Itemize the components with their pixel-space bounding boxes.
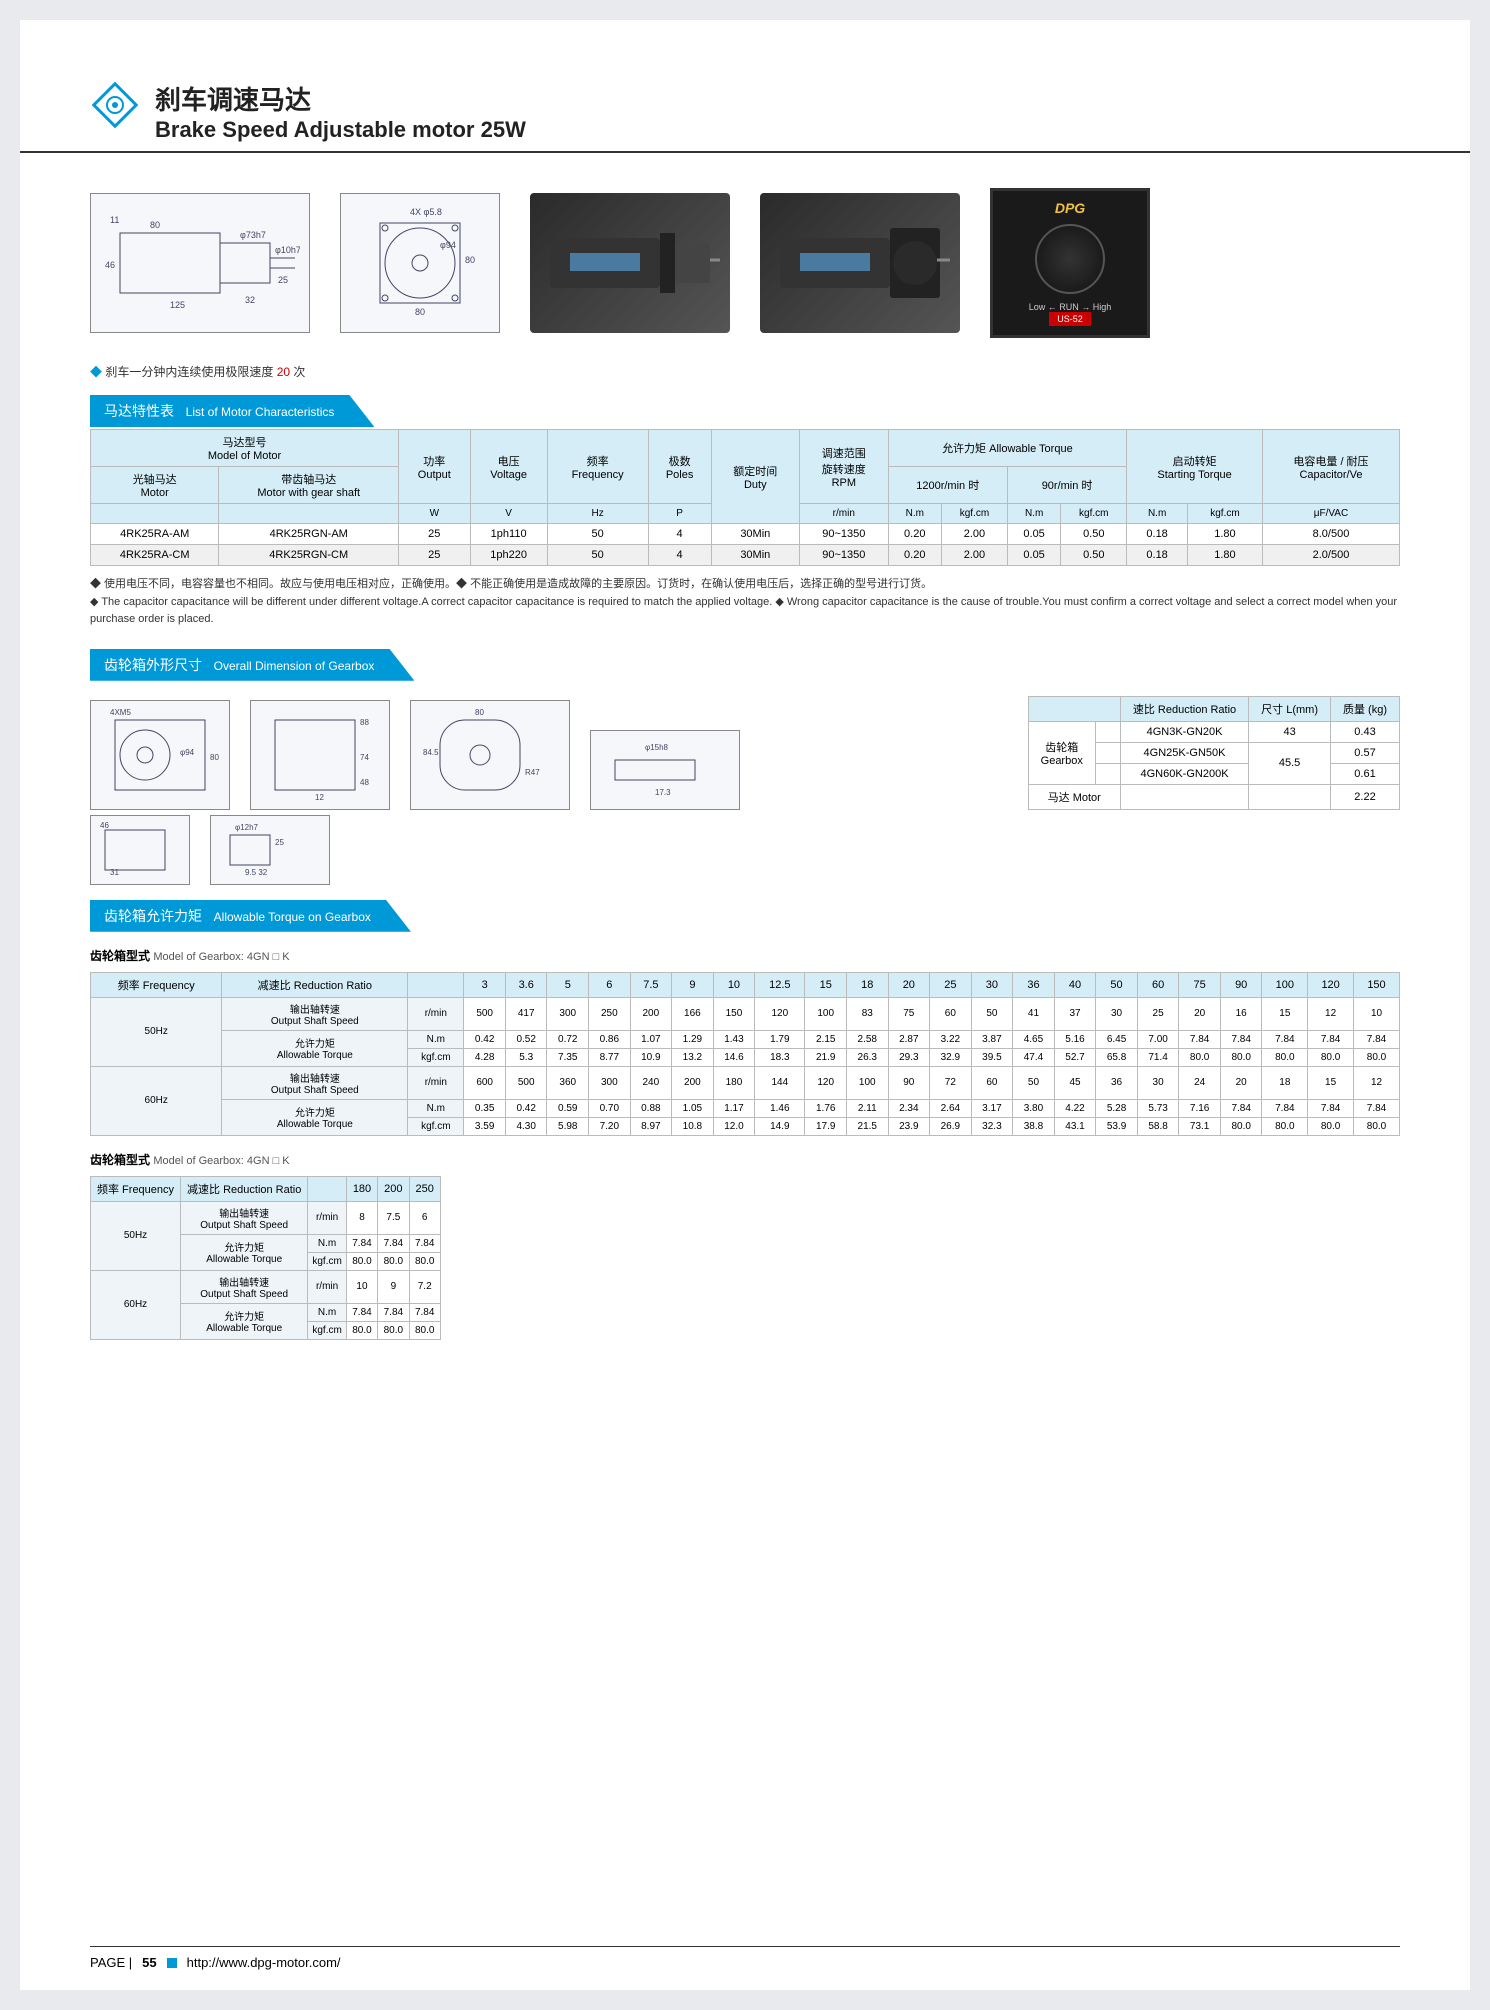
svg-text:80: 80 — [150, 220, 160, 230]
svg-text:46: 46 — [105, 260, 115, 270]
controller-dial — [1035, 224, 1105, 294]
torque-table-1: 频率 Frequency减速比 Reduction Ratio33.6567.5… — [90, 972, 1400, 1136]
gearbox-draw-5: 46 31 — [90, 815, 190, 885]
svg-text:φ12h7: φ12h7 — [235, 823, 259, 832]
svg-text:17.3: 17.3 — [655, 788, 671, 797]
page-label: PAGE | — [90, 1955, 132, 1970]
svg-text:48: 48 — [360, 778, 369, 787]
tech-drawings-row: 125 80 46 φ73h7 φ10h7 32 25 11 4X φ5.8 8… — [90, 183, 1400, 343]
svg-text:80: 80 — [465, 255, 475, 265]
svg-text:32: 32 — [245, 295, 255, 305]
gearbox-model-1: 齿轮箱型式 Model of Gearbox: 4GN □ K — [90, 947, 1400, 964]
svg-text:4XM5: 4XM5 — [110, 708, 131, 717]
controller-model: US-52 — [1049, 312, 1091, 326]
motor-drawing-2: 4X φ5.8 80 80 φ94 — [340, 193, 500, 333]
svg-text:125: 125 — [170, 300, 185, 310]
capacitor-note: ◆ 使用电压不同，电容容量也不相同。故应与使用电压相对应，正确使用。◆ 不能正确… — [90, 576, 1400, 629]
svg-text:74: 74 — [360, 753, 369, 762]
svg-text:80: 80 — [475, 708, 484, 717]
section-torque: 齿轮箱允许力矩 Allowable Torque on Gearbox — [90, 900, 1400, 932]
brake-note: ◆ 刹车一分钟内连续使用极限速度 20 次 — [90, 363, 1400, 380]
gearbox-draw-2: 88 74 48 12 — [250, 700, 390, 810]
controller-photo: DPG Low ← RUN → High US-52 — [990, 188, 1150, 338]
svg-text:88: 88 — [360, 718, 369, 727]
title-cn: 刹车调速马达 — [155, 80, 1400, 117]
svg-text:4X φ5.8: 4X φ5.8 — [410, 207, 442, 217]
section-gearbox-dim: 齿轮箱外形尺寸 Overall Dimension of Gearbox — [90, 649, 1400, 681]
page: 刹车调速马达 Brake Speed Adjustable motor 25W … — [20, 20, 1470, 1990]
motor-drawing-1: 125 80 46 φ73h7 φ10h7 32 25 11 — [90, 193, 310, 333]
title-en: Brake Speed Adjustable motor 25W — [155, 117, 1400, 143]
controller-run: Low ← RUN → High — [1029, 302, 1112, 312]
logo-icon — [90, 80, 140, 130]
svg-text:R47: R47 — [525, 768, 540, 777]
footer-square-icon — [167, 1958, 177, 1968]
page-number: 55 — [142, 1955, 156, 1970]
svg-text:φ15h8: φ15h8 — [645, 743, 669, 752]
svg-text:φ94: φ94 — [440, 240, 456, 250]
controller-brand: DPG — [1055, 200, 1085, 216]
section-motor-char: 马达特性表 List of Motor Characteristics — [90, 395, 1400, 427]
svg-text:φ94: φ94 — [180, 748, 195, 757]
gearbox-draw-6: φ12h7 25 9.5 32 — [210, 815, 330, 885]
gearbox-draw-1: 4XM5 φ94 80 — [90, 700, 230, 810]
motor-char-table: 马达型号Model of Motor功率Output电压Voltage频率Fre… — [90, 429, 1400, 566]
svg-text:11: 11 — [110, 215, 119, 225]
header: 刹车调速马达 Brake Speed Adjustable motor 25W — [90, 80, 1400, 143]
svg-text:80: 80 — [210, 753, 219, 762]
torque-table-2: 频率 Frequency减速比 Reduction Ratio180200250… — [90, 1176, 441, 1340]
svg-text:9.5 32: 9.5 32 — [245, 868, 268, 877]
gearbox-draw-4: φ15h8 17.3 — [590, 730, 740, 810]
motor-photo-1 — [530, 193, 730, 333]
svg-text:31: 31 — [110, 868, 119, 877]
gearbox-model-2: 齿轮箱型式 Model of Gearbox: 4GN □ K — [90, 1151, 1400, 1168]
divider — [20, 151, 1470, 153]
motor-photo-2 — [760, 193, 960, 333]
svg-text:80: 80 — [415, 307, 425, 317]
gearbox-drawings: 4XM5 φ94 80 88 74 48 12 80 84.5 R47 φ15h8 17.3 速… — [90, 696, 1400, 810]
gearbox-draw-3: 80 84.5 R47 — [410, 700, 570, 810]
dimension-table: 速比 Reduction Ratio尺寸 L(mm)质量 (kg)齿轮箱Gear… — [1028, 696, 1400, 810]
svg-text:25: 25 — [278, 275, 288, 285]
svg-text:84.5: 84.5 — [423, 748, 439, 757]
footer: PAGE | 55 http://www.dpg-motor.com/ — [90, 1946, 1400, 1970]
svg-text:46: 46 — [100, 821, 109, 830]
svg-text:25: 25 — [275, 838, 284, 847]
svg-text:12: 12 — [315, 793, 324, 802]
svg-text:φ10h7: φ10h7 — [275, 245, 300, 255]
content: 刹车调速马达 Brake Speed Adjustable motor 25W … — [20, 20, 1470, 1380]
footer-url: http://www.dpg-motor.com/ — [187, 1955, 341, 1970]
svg-text:φ73h7: φ73h7 — [240, 230, 266, 240]
